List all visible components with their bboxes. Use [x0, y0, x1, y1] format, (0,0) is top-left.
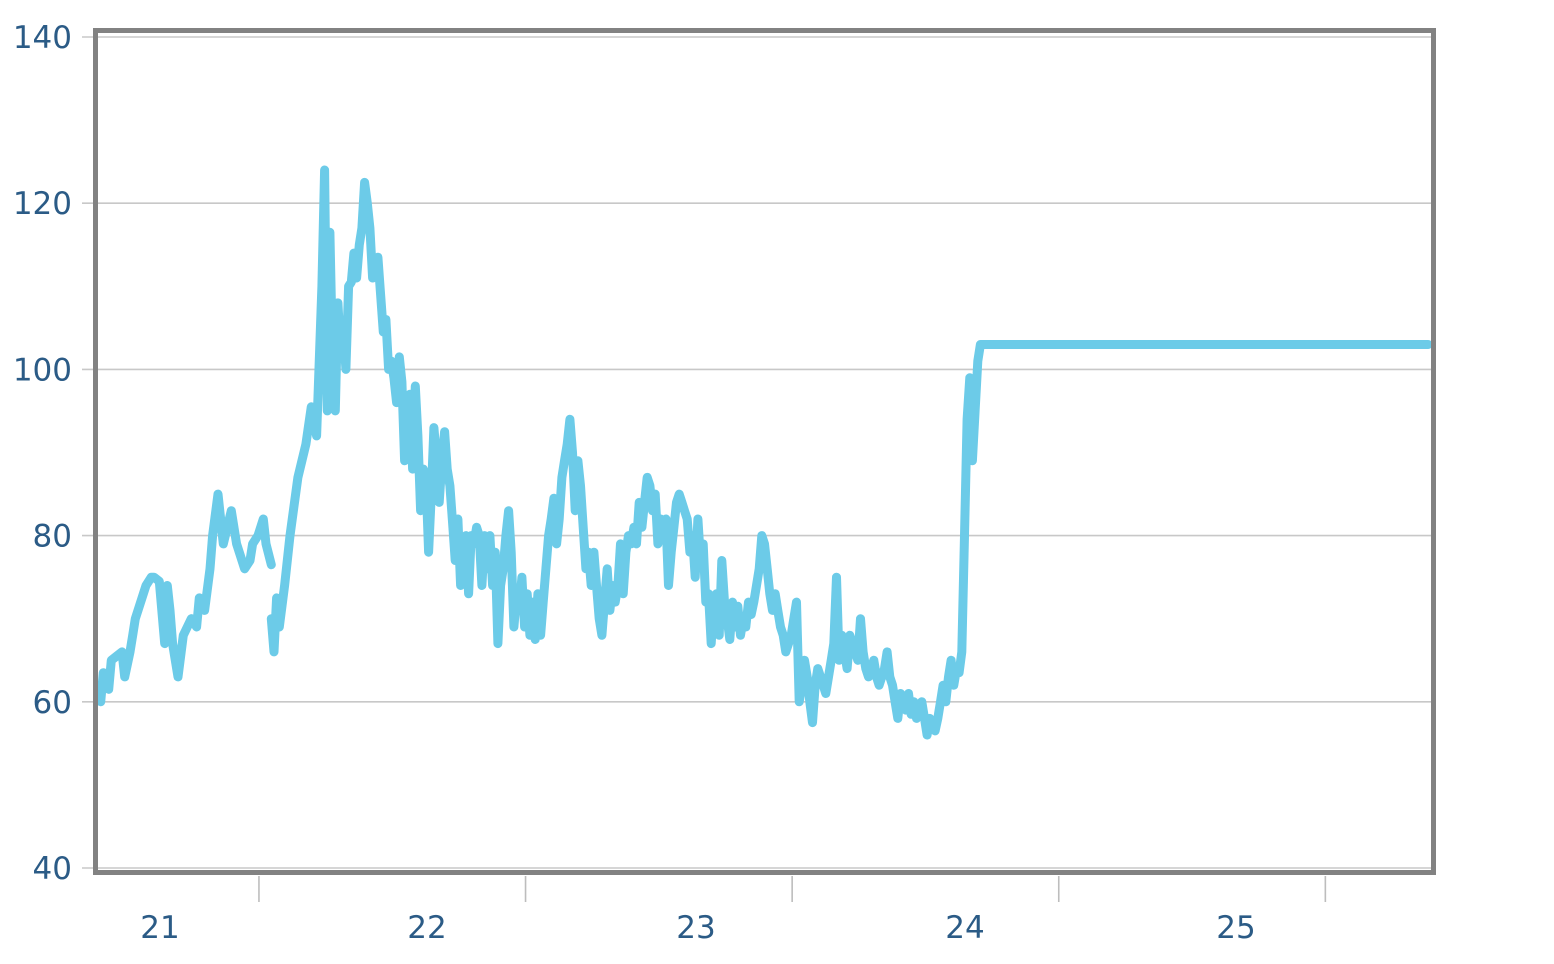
x-tick-label: 22 [407, 910, 446, 946]
y-tick-label: 60 [33, 685, 72, 721]
series-line [96, 489, 276, 707]
y-tick-label: 100 [13, 352, 72, 388]
x-tick-label: 25 [1216, 910, 1255, 946]
x-axis-ticks [258, 876, 1327, 902]
y-tick-label: 120 [13, 186, 72, 222]
x-tick-label: 23 [676, 910, 715, 946]
y-gridlines [82, 36, 1431, 869]
y-tick-label: 140 [13, 20, 72, 56]
y-tick-label: 80 [33, 519, 72, 555]
x-axis-labels: 21 22 23 24 25 [140, 910, 1255, 946]
x-tick-label: 24 [945, 910, 984, 946]
data-series [96, 165, 1433, 740]
y-axis-labels: 40 60 80 100 120 140 [13, 20, 72, 887]
y-tick-label: 40 [33, 851, 72, 887]
x-tick-label: 21 [140, 910, 179, 946]
series-line [266, 165, 1433, 740]
plot-frame [93, 28, 1436, 875]
